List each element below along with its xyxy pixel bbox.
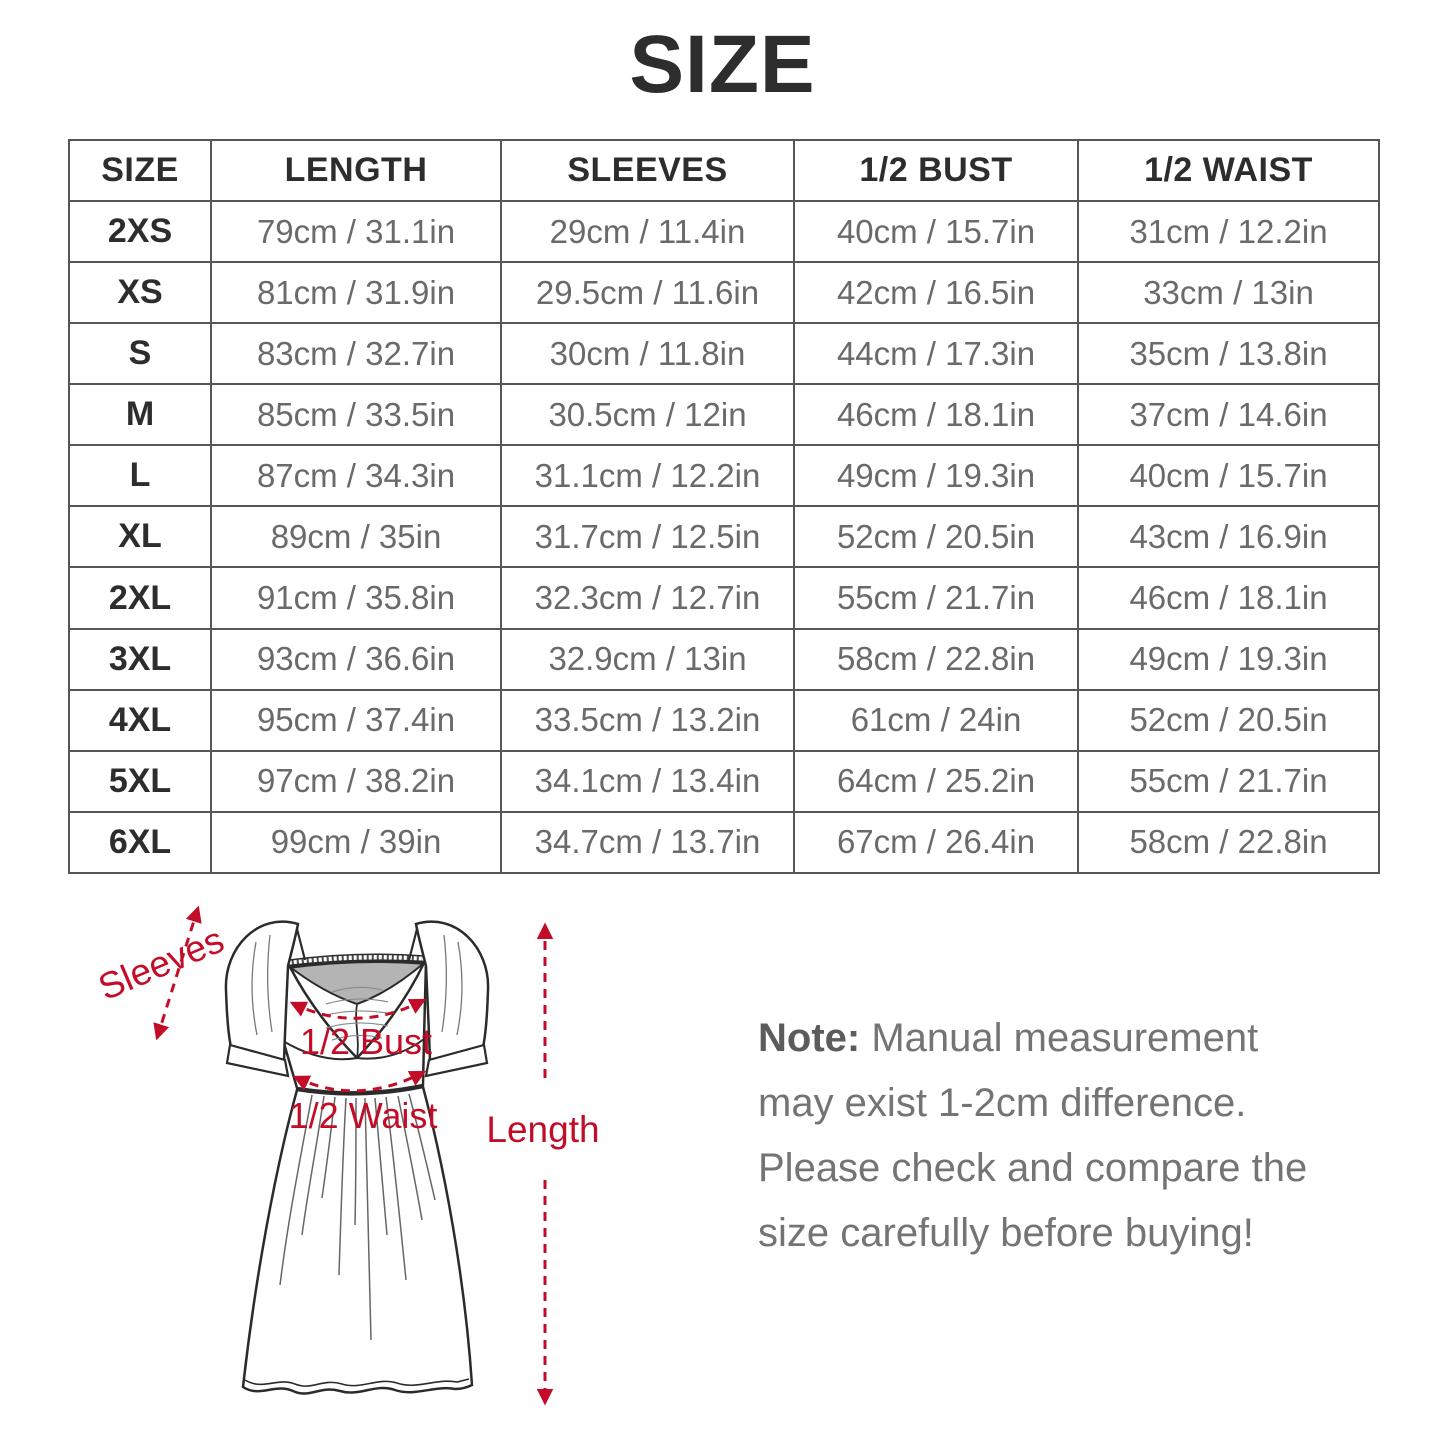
table-row: XS 81cm / 31.9in 29.5cm / 11.6in 42cm / 16.… (68, 261, 1380, 325)
note-label: Note: (758, 1016, 861, 1060)
table-row: 5XL 97cm / 38.2in 34.1cm / 13.4in 64cm / 25… (68, 749, 1380, 813)
size-cell: 2XL (68, 566, 212, 630)
table-row: L 87cm / 34.3in 31.1cm / 12.2in 49cm / 19.3… (68, 444, 1380, 508)
bust-label: 1/2 Bust (300, 1021, 432, 1062)
table-row: S 83cm / 32.7in 30cm / 11.8in 44cm / 17.3in… (68, 322, 1380, 386)
skirt-pleat-lines (279, 1093, 436, 1341)
column-header: SLEEVES (500, 139, 795, 202)
table-row: XL 89cm / 35in 31.7cm / 12.5in 52cm / 20.5i… (68, 505, 1380, 569)
size-cell: XS (68, 261, 212, 325)
waist-cell: 31cm / 12.2in (1077, 199, 1380, 264)
bust-cell: 40cm / 15.7in (793, 199, 1079, 264)
table-row: 4XL 95cm / 37.4in 33.5cm / 13.2in 61cm / 24… (68, 688, 1380, 752)
size-cell: 4XL (68, 688, 212, 752)
sleeves-cell: 31.7cm / 12.5in (500, 505, 795, 569)
waist-cell: 40cm / 15.7in (1077, 444, 1380, 508)
bust-cell: 55cm / 21.7in (793, 566, 1079, 630)
bust-cell: 46cm / 18.1in (793, 383, 1079, 447)
waist-arrow (292, 1070, 427, 1093)
waist-cell: 52cm / 20.5in (1077, 688, 1380, 752)
length-cell: 87cm / 34.3in (210, 444, 502, 508)
size-cell: 5XL (68, 749, 212, 813)
size-cell: 6XL (68, 810, 212, 875)
column-header: LENGTH (210, 139, 502, 202)
column-header: 1/2 WAIST (1077, 139, 1380, 202)
length-cell: 97cm / 38.2in (210, 749, 502, 813)
length-cell: 85cm / 33.5in (210, 383, 502, 447)
size-cell: 2XS (68, 199, 212, 264)
sleeves-cell: 29.5cm / 11.6in (500, 261, 795, 325)
sleeves-label: Sleeves (93, 919, 230, 1008)
length-cell: 89cm / 35in (210, 505, 502, 569)
size-table: SIZE LENGTH SLEEVES 1/2 BUST 1/2 WAIST 2XS 79… (68, 139, 1380, 875)
table-row: 6XL 99cm / 39in 34.7cm / 13.7in 67cm / 26.4… (68, 810, 1380, 875)
sleeves-cell: 34.1cm / 13.4in (500, 749, 795, 813)
bust-cell: 67cm / 26.4in (793, 810, 1079, 875)
length-cell: 79cm / 31.1in (210, 199, 502, 264)
table-row: 3XL 93cm / 36.6in 32.9cm / 13in 58cm / 22.8… (68, 627, 1380, 691)
size-cell: M (68, 383, 212, 447)
waist-cell: 46cm / 18.1in (1077, 566, 1380, 630)
sleeves-cell: 29cm / 11.4in (500, 199, 795, 264)
length-cell: 99cm / 39in (210, 810, 502, 875)
bust-cell: 44cm / 17.3in (793, 322, 1079, 386)
sleeves-cell: 30.5cm / 12in (500, 383, 795, 447)
column-header: SIZE (68, 139, 212, 202)
sleeves-cell: 30cm / 11.8in (500, 322, 795, 386)
dress-measurement-diagram: Sleeves 1/2 Bust 1/2 Waist Length (60, 880, 680, 1440)
note-body: Manual measurement may exist 1-2cm diffe… (758, 1016, 1308, 1255)
bust-cell: 42cm / 16.5in (793, 261, 1079, 325)
table-row: 2XS 79cm / 31.1in 29cm / 11.4in 40cm / 15.7… (68, 199, 1380, 264)
waist-cell: 37cm / 14.6in (1077, 383, 1380, 447)
waist-cell: 58cm / 22.8in (1077, 810, 1380, 875)
bust-cell: 61cm / 24in (793, 688, 1079, 752)
size-cell: 3XL (68, 627, 212, 691)
sleeves-cell: 31.1cm / 12.2in (500, 444, 795, 508)
sleeves-cell: 32.9cm / 13in (500, 627, 795, 691)
length-cell: 81cm / 31.9in (210, 261, 502, 325)
waist-cell: 49cm / 19.3in (1077, 627, 1380, 691)
size-table-body: 2XS 79cm / 31.1in 29cm / 11.4in 40cm / 15.7… (68, 199, 1380, 875)
bust-cell: 58cm / 22.8in (793, 627, 1079, 691)
length-label: Length (486, 1109, 599, 1150)
bust-cell: 64cm / 25.2in (793, 749, 1079, 813)
length-cell: 91cm / 35.8in (210, 566, 502, 630)
length-cell: 93cm / 36.6in (210, 627, 502, 691)
dress-illustration: Sleeves 1/2 Bust 1/2 Waist Length (93, 905, 600, 1406)
sleeves-arrow (153, 905, 202, 1041)
sleeves-cell: 32.3cm / 12.7in (500, 566, 795, 630)
sleeves-cell: 34.7cm / 13.7in (500, 810, 795, 875)
waist-cell: 33cm / 13in (1077, 261, 1380, 325)
size-cell: XL (68, 505, 212, 569)
waist-label: 1/2 Waist (289, 1095, 438, 1136)
table-row: 2XL 91cm / 35.8in 32.3cm / 12.7in 55cm / 21… (68, 566, 1380, 630)
note-text: Note: Manual measurement may exist 1-2cm… (758, 1006, 1343, 1266)
size-table-header-row: SIZE LENGTH SLEEVES 1/2 BUST 1/2 WAIST (68, 139, 1380, 202)
bust-cell: 49cm / 19.3in (793, 444, 1079, 508)
table-row: M 85cm / 33.5in 30.5cm / 12in 46cm / 18.1in… (68, 383, 1380, 447)
length-cell: 83cm / 32.7in (210, 322, 502, 386)
column-header: 1/2 BUST (793, 139, 1079, 202)
waist-cell: 35cm / 13.8in (1077, 322, 1380, 386)
length-cell: 95cm / 37.4in (210, 688, 502, 752)
sleeves-cell: 33.5cm / 13.2in (500, 688, 795, 752)
page-title: SIZE (629, 19, 816, 110)
dress-skirt (241, 1085, 474, 1395)
size-cell: S (68, 322, 212, 386)
waist-cell: 55cm / 21.7in (1077, 749, 1380, 813)
bust-cell: 52cm / 20.5in (793, 505, 1079, 569)
bust-arrow (289, 998, 427, 1020)
size-cell: L (68, 444, 212, 508)
waist-cell: 43cm / 16.9in (1077, 505, 1380, 569)
